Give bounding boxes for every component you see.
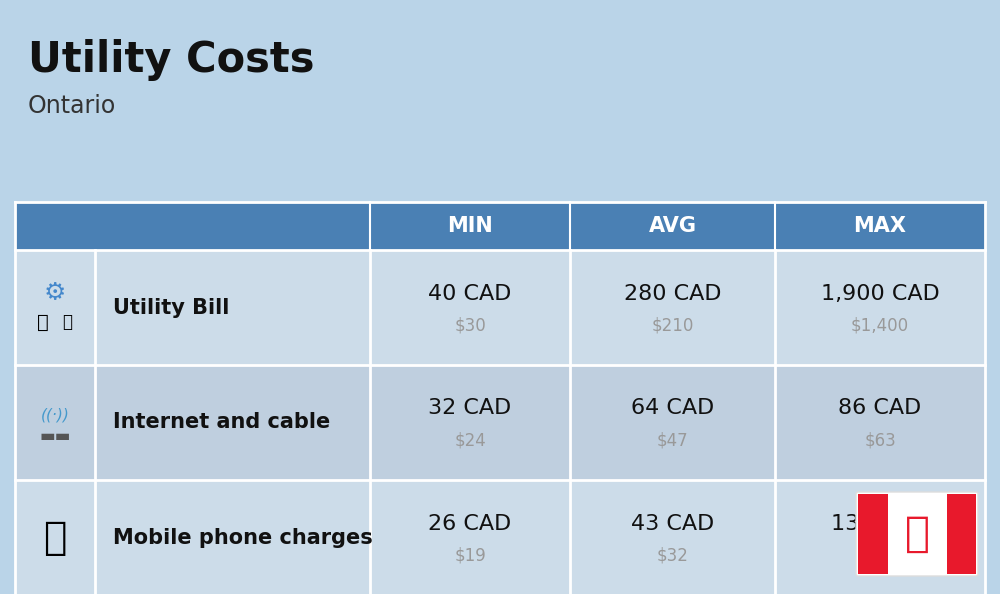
Text: $63: $63 xyxy=(864,431,896,450)
Text: 40 CAD: 40 CAD xyxy=(428,283,512,304)
Text: 280 CAD: 280 CAD xyxy=(624,283,721,304)
Text: ((·)): ((·)) xyxy=(41,407,69,422)
Text: ⚙: ⚙ xyxy=(44,280,66,305)
Text: $24: $24 xyxy=(454,431,486,450)
Bar xyxy=(858,494,888,574)
Text: MAX: MAX xyxy=(854,216,906,236)
Text: 1,900 CAD: 1,900 CAD xyxy=(821,283,939,304)
Text: 64 CAD: 64 CAD xyxy=(631,399,714,419)
Text: AVG: AVG xyxy=(648,216,696,236)
Text: MIN: MIN xyxy=(447,216,493,236)
Bar xyxy=(15,250,985,365)
Text: 32 CAD: 32 CAD xyxy=(428,399,512,419)
Text: 🚿: 🚿 xyxy=(62,314,72,331)
Text: $47: $47 xyxy=(657,431,688,450)
Text: 130 CAD: 130 CAD xyxy=(831,513,929,533)
Text: Mobile phone charges: Mobile phone charges xyxy=(113,527,373,548)
Text: ▬▬: ▬▬ xyxy=(39,428,71,446)
Bar xyxy=(946,494,976,574)
Text: 🍁: 🍁 xyxy=(904,513,930,555)
FancyBboxPatch shape xyxy=(856,492,978,576)
Text: 86 CAD: 86 CAD xyxy=(838,399,922,419)
Text: 26 CAD: 26 CAD xyxy=(428,513,512,533)
Text: $95: $95 xyxy=(864,546,896,564)
Text: 🔌: 🔌 xyxy=(37,313,49,332)
Text: 📱: 📱 xyxy=(43,519,67,557)
Text: Utility Bill: Utility Bill xyxy=(113,298,229,318)
Text: $210: $210 xyxy=(651,317,694,334)
Text: 43 CAD: 43 CAD xyxy=(631,513,714,533)
Text: $1,400: $1,400 xyxy=(851,317,909,334)
Text: $32: $32 xyxy=(657,546,688,564)
Bar xyxy=(15,202,985,250)
Text: Internet and cable: Internet and cable xyxy=(113,412,330,432)
Bar xyxy=(15,480,985,594)
Text: $30: $30 xyxy=(454,317,486,334)
Bar xyxy=(15,365,985,480)
Text: $19: $19 xyxy=(454,546,486,564)
Text: Ontario: Ontario xyxy=(28,94,116,118)
Text: Utility Costs: Utility Costs xyxy=(28,39,314,81)
